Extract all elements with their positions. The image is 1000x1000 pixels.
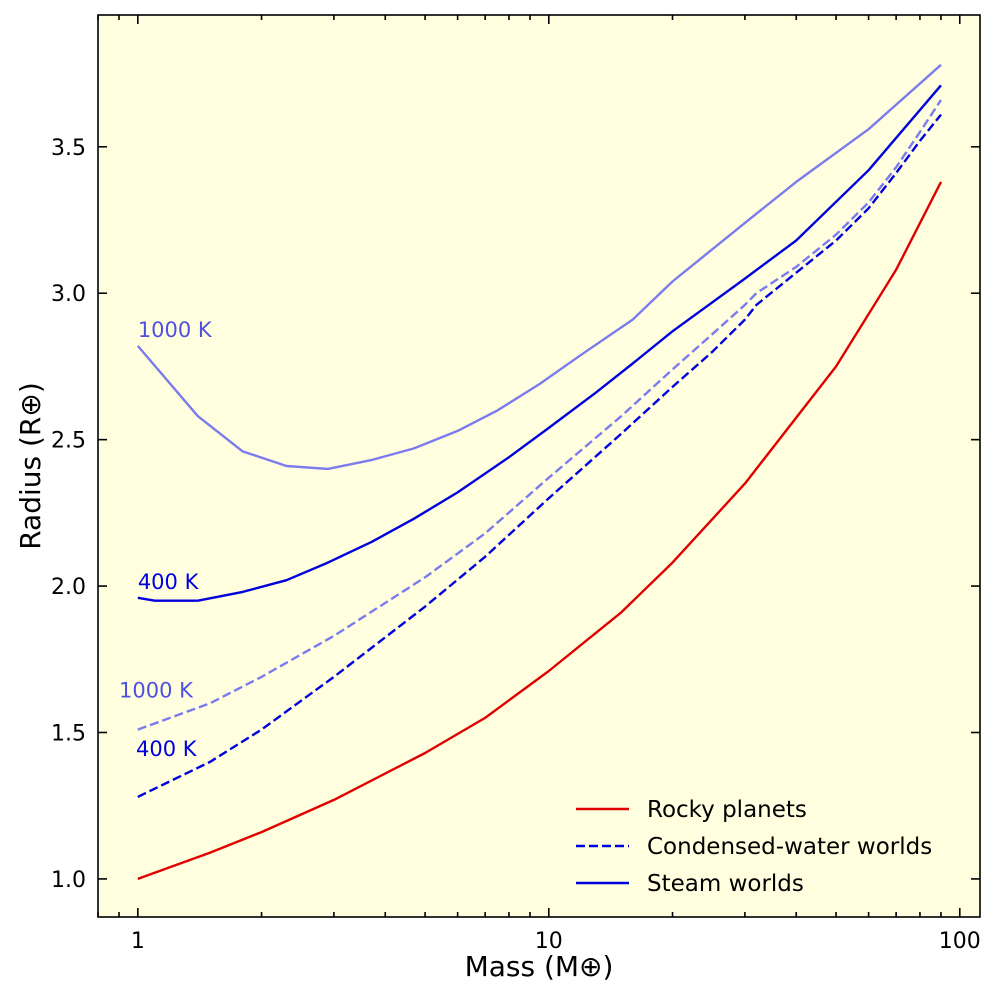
y-tick-label: 2.0 (51, 575, 86, 600)
x-tick-label: 1 (131, 929, 145, 954)
annotation-label-1: 400 K (138, 570, 200, 594)
legend-label: Rocky planets (647, 797, 807, 823)
series-line-0 (137, 181, 943, 881)
y-tick-label: 1.0 (51, 868, 86, 893)
series-line-2 (137, 99, 943, 731)
legend-label: Condensed-water worlds (647, 834, 932, 860)
y-tick-label: 3.5 (51, 136, 86, 161)
annotation-label-2: 1000 K (119, 678, 194, 702)
legend: Rocky planets Condensed-water worlds Steam… (576, 797, 932, 897)
series-line-3 (137, 84, 942, 602)
x-tick-label: 10 (535, 929, 563, 954)
y-axis-title: Radius (R⊕) (14, 382, 47, 550)
y-tick-label: 3.0 (51, 282, 86, 307)
annotation-label-3: 400 K (136, 737, 198, 761)
x-axis-title: Mass (M⊕) (465, 950, 614, 983)
x-tick-label: 100 (939, 929, 981, 954)
plot-background (98, 15, 980, 917)
annotation-label-0: 1000 K (138, 318, 213, 342)
plot-frame (97, 14, 981, 918)
series-layer (136, 63, 943, 881)
y-tick-label: 2.5 (51, 429, 86, 454)
annotation-layer: 1000 K 400 K 1000 K 400 K (119, 318, 213, 761)
series-line-1 (137, 113, 942, 798)
y-tick-label: 1.5 (51, 722, 86, 747)
series-line-4 (136, 63, 942, 471)
tick-layer: 1 10 100 1.0 1.5 2.0 2.5 3.0 3.5 (51, 15, 981, 954)
legend-label: Steam worlds (647, 871, 804, 897)
